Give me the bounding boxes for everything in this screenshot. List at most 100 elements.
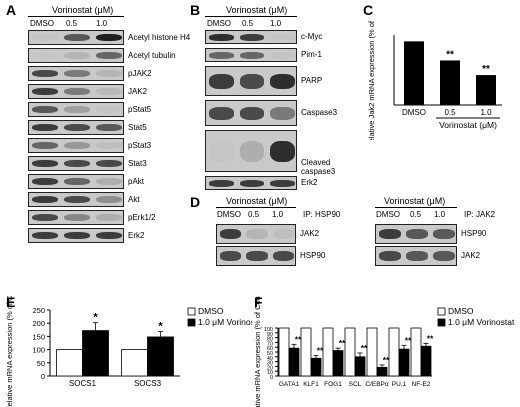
panel-b-band-erk2-lane-3	[270, 179, 295, 187]
chart-c-tick-0-5: 0.5	[444, 108, 456, 117]
panel-a-label-stat5: Stat5	[128, 122, 147, 132]
chart-f-cat-scl: SCL	[349, 381, 362, 388]
panel-a-blot-erk2	[28, 228, 124, 243]
chart-f-sig-klf1: **	[317, 345, 324, 355]
panel-b-blot-caspase3	[205, 100, 297, 126]
panel-a-blot-akt	[28, 192, 124, 207]
panel-a-band-akt-lane-1	[32, 195, 58, 204]
chart-e-ytick-200: 200	[32, 319, 45, 328]
chart-f-sig-c-ebp: **	[383, 355, 390, 365]
panel-label-b: B	[190, 2, 201, 18]
chart-f-sig-gata1: **	[295, 334, 302, 344]
chart-e-sig-socs3: *	[158, 321, 163, 333]
panel-a-band-erk2-lane-2	[64, 231, 90, 240]
panel-b-band-caspase3-lane-2	[239, 106, 265, 120]
chart-f-bar-1-0-m-vorinostat-c-ebp	[376, 366, 388, 377]
panel-label-e: E	[6, 294, 16, 310]
panel-d-left-band-hsp90-lane-3	[273, 251, 295, 261]
chart-f-bar-dmso-c-ebp	[366, 327, 378, 377]
panel-d-left-lane-dmso: DMSO	[217, 210, 241, 219]
chart-f-legend-swatch-1-0-m-vorinostat	[437, 318, 446, 327]
chart-f-legend-1-0-m-vorinostat: 1.0 μM Vorinostat	[448, 317, 515, 327]
panel-a-band-acetyl-tubulin-lane-1	[32, 51, 58, 60]
chart-f-ytick-30: 30	[267, 361, 273, 367]
panel-b-band-pim-1-lane-2	[239, 51, 265, 59]
panel-d-right-lane-dmso: DMSO	[376, 210, 400, 219]
chart-e-bar-dmso-socs1	[56, 349, 83, 377]
panel-a-band-perk1-2-lane-2	[64, 213, 90, 222]
panel-a-band-perk1-2-lane-1	[32, 213, 58, 222]
panel-b-blot-pim-1	[205, 48, 297, 62]
chart-f-sig-pu-1: **	[405, 335, 412, 345]
chart-e-y-label: Relative mRNA expression (% of Control)	[5, 296, 14, 407]
chart-f-ytick-60: 60	[267, 346, 273, 352]
panel-b-blot-parp	[205, 66, 297, 96]
chart-e-ytick-150: 150	[32, 332, 45, 341]
panel-d-right-label-jak2: JAK2	[461, 251, 481, 260]
panel-a-blot-acetyl-tubulin	[28, 48, 124, 63]
panel-b-blot-cleaved-caspase3	[205, 130, 297, 172]
panel-d-right-lane-0-5: 0.5	[410, 210, 422, 219]
chart-e-ytick-250: 250	[32, 306, 45, 315]
panel-a-band-pjak2-lane-3	[96, 69, 122, 78]
panel-b-label-erk2: Erk2	[301, 178, 318, 187]
panel-b-label-c-myc: c-Myc	[301, 32, 323, 41]
chart-e-bar-dmso-socs3	[121, 349, 148, 377]
panel-a-blot-pstat3	[28, 138, 124, 153]
panel-b-band-cleaved-caspase3-lane-1	[209, 140, 234, 162]
chart-c-bar-0-5	[440, 60, 460, 105]
panel-a-band-acetyl-histone-h4-lane-2	[64, 33, 90, 42]
panel-b-band-pim-1-lane-1	[209, 51, 234, 59]
chart-e-cat-socs1: SOCS1	[69, 379, 97, 388]
panel-b-label-parp: PARP	[301, 76, 323, 85]
panel-d-right-blot-jak2	[375, 246, 457, 266]
panel-a-lane-0-5: 0.5	[66, 19, 78, 28]
panel-a-band-stat5-lane-2	[64, 123, 90, 132]
chart-c-bar-dmso	[404, 41, 424, 105]
chart-f-sig-nf-e2: **	[427, 333, 434, 343]
chart-e-bar-1-0-m-vorinostat-socs1	[82, 330, 109, 377]
panel-a-blot-pjak2	[28, 66, 124, 81]
chart-c-jak2-mrna: Relative Jak2 mRNA expression (% of Cont…	[367, 20, 502, 140]
panel-a-band-pstat5-lane-3	[96, 105, 122, 114]
panel-b-band-caspase3-lane-1	[209, 106, 234, 120]
panel-a-band-pakt-lane-2	[64, 177, 90, 186]
chart-f-ytick-90: 90	[267, 332, 273, 338]
panel-a-label-jak2: JAK2	[128, 86, 148, 96]
chart-e-legend-swatch-1-0-m-vorinostat	[187, 318, 196, 327]
panel-d-right-treatment: Vorinostat (μM)	[384, 196, 446, 206]
panel-d-left-band-jak2-lane-1	[219, 229, 241, 239]
panel-b-band-cleaved-caspase3-lane-3	[270, 140, 295, 162]
panel-a-band-perk1-2-lane-3	[96, 213, 122, 222]
panel-d-right-band-hsp90-lane-3	[433, 229, 456, 239]
chart-c-bar-1-0	[476, 75, 496, 105]
panel-d-right-band-jak2-lane-2	[406, 251, 428, 261]
chart-f-cat-c-ebp: C/EBPα	[365, 381, 389, 388]
chart-f-bar-1-0-m-vorinostat-scl	[354, 356, 366, 377]
chart-f-bar-dmso-gata1	[278, 327, 290, 377]
panel-d-right-blot-hsp90	[375, 224, 457, 244]
chart-f-ytick-10: 10	[267, 370, 273, 376]
panel-a-band-akt-lane-3	[96, 195, 122, 204]
panel-a-band-stat3-lane-1	[32, 159, 58, 168]
chart-e-sig-socs1: *	[93, 312, 98, 324]
panel-d-left-label-jak2: JAK2	[300, 229, 320, 238]
chart-f-bar-1-0-m-vorinostat-nf-e2	[420, 345, 432, 377]
chart-f-bar-dmso-nf-e2	[410, 327, 422, 377]
panel-d-left-blot-hsp90	[216, 246, 296, 266]
panel-label-c: C	[363, 2, 374, 18]
panel-a-lane-1-0: 1.0	[96, 19, 108, 28]
chart-f-bar-1-0-m-vorinostat-klf1	[310, 357, 322, 377]
panel-label-d: D	[190, 194, 201, 210]
chart-c-tick-1-0: 1.0	[480, 108, 492, 117]
panel-label-a: A	[6, 2, 17, 18]
panel-b-treatment-title: Vorinostat (μM)	[226, 5, 288, 15]
panel-d-left-band-jak2-lane-3	[273, 229, 295, 239]
panel-a-label-pstat3: pStat3	[128, 140, 152, 150]
panel-a-band-pstat3-lane-2	[64, 141, 90, 150]
panel-a-band-pjak2-lane-1	[32, 69, 58, 78]
panel-d-left-treatment: Vorinostat (μM)	[226, 196, 288, 206]
panel-a-treatment-title: Vorinostat (μM)	[52, 5, 114, 15]
panel-a-label-stat3: Stat3	[128, 158, 147, 168]
chart-f-ytick-100: 100	[264, 327, 273, 333]
